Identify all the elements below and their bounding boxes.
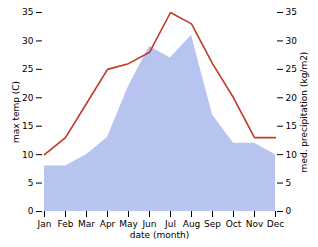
svg-text:5: 5 <box>28 178 34 188</box>
svg-text:30: 30 <box>286 36 298 46</box>
svg-text:5: 5 <box>286 178 292 188</box>
svg-text:35: 35 <box>22 7 33 17</box>
svg-text:10: 10 <box>286 150 298 160</box>
svg-text:15: 15 <box>22 121 33 131</box>
svg-text:May: May <box>119 219 138 229</box>
svg-text:0: 0 <box>28 206 34 216</box>
svg-text:max temp (C): max temp (C) <box>11 81 21 143</box>
svg-text:25: 25 <box>22 64 33 74</box>
svg-text:Oct: Oct <box>226 219 242 229</box>
svg-text:20: 20 <box>22 93 34 103</box>
svg-text:Jan: Jan <box>37 219 52 229</box>
svg-text:10: 10 <box>22 150 34 160</box>
svg-text:20: 20 <box>286 93 298 103</box>
svg-text:Feb: Feb <box>58 219 74 229</box>
svg-text:35: 35 <box>286 7 297 17</box>
svg-text:Nov: Nov <box>246 219 264 229</box>
svg-text:0: 0 <box>286 206 292 216</box>
svg-text:date (month): date (month) <box>130 230 189 240</box>
svg-text:Jun: Jun <box>141 219 156 229</box>
svg-text:Aug: Aug <box>183 219 201 229</box>
svg-text:15: 15 <box>286 121 297 131</box>
svg-text:Jul: Jul <box>164 219 176 229</box>
svg-text:Dec: Dec <box>267 219 284 229</box>
svg-text:Mar: Mar <box>78 219 95 229</box>
svg-text:30: 30 <box>22 36 34 46</box>
svg-text:med. precipitation (kg/m2): med. precipitation (kg/m2) <box>299 52 309 173</box>
svg-text:Sep: Sep <box>204 219 221 229</box>
svg-text:Apr: Apr <box>100 219 116 229</box>
svg-text:25: 25 <box>286 64 297 74</box>
